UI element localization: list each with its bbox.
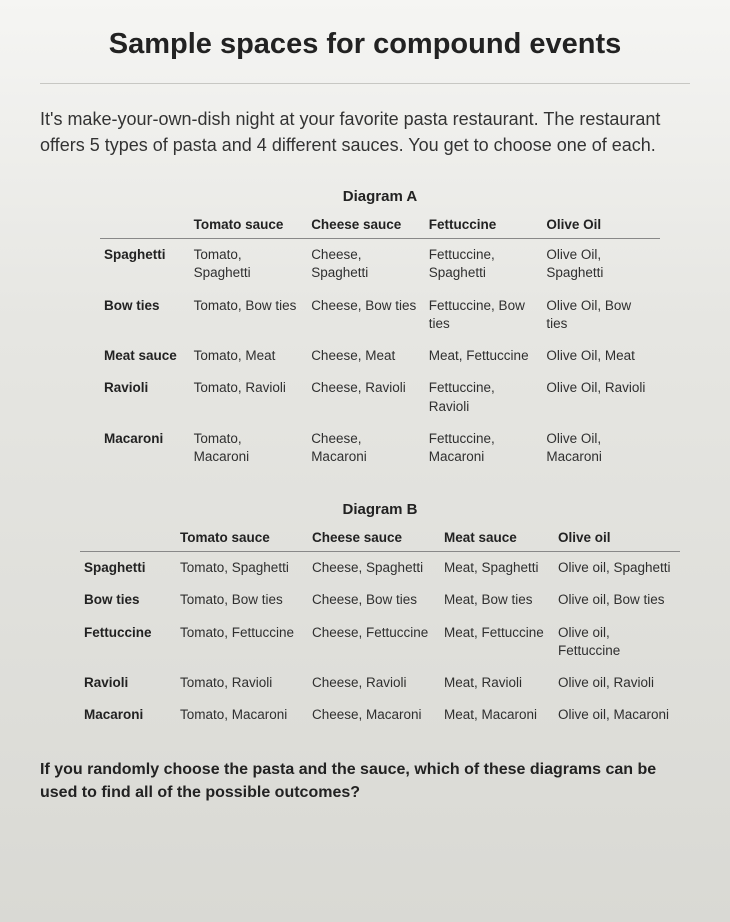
cell: Olive Oil, Meat [542, 340, 660, 372]
cell: Cheese, Macaroni [307, 423, 425, 473]
cell: Tomato, Ravioli [176, 667, 308, 699]
cell: Tomato, Meat [190, 340, 308, 372]
row-header: Ravioli [100, 372, 190, 422]
table-header-row: Tomato sauce Cheese sauce Meat sauce Oli… [80, 524, 680, 552]
row-header: Spaghetti [100, 239, 190, 290]
cell: Olive oil, Fettuccine [554, 617, 680, 667]
table-header-row: Tomato sauce Cheese sauce Fettuccine Oli… [100, 211, 660, 239]
column-header: Fettuccine [425, 211, 543, 239]
cell: Meat, Fettuccine [425, 340, 543, 372]
cell: Cheese, Spaghetti [308, 552, 440, 585]
row-header: Fettuccine [80, 617, 176, 667]
diagram-a: Diagram A Tomato sauce Cheese sauce Fett… [100, 188, 660, 473]
diagram-b: Diagram B Tomato sauce Cheese sauce Meat… [80, 501, 680, 731]
cell: Olive Oil, Ravioli [542, 372, 660, 422]
row-header: Macaroni [80, 699, 176, 731]
page-title: Sample spaces for compound events [40, 28, 690, 61]
row-header: Bow ties [80, 584, 176, 616]
table-row: Fettuccine Tomato, Fettuccine Cheese, Fe… [80, 617, 680, 667]
cell: Meat, Macaroni [440, 699, 554, 731]
cell: Tomato, Macaroni [190, 423, 308, 473]
row-header: Ravioli [80, 667, 176, 699]
row-header: Macaroni [100, 423, 190, 473]
cell: Fettuccine, Macaroni [425, 423, 543, 473]
cell: Tomato, Macaroni [176, 699, 308, 731]
column-header: Olive oil [554, 524, 680, 552]
cell: Fettuccine, Bow ties [425, 290, 543, 340]
table-row: Spaghetti Tomato, Spaghetti Cheese, Spag… [100, 239, 660, 290]
column-header: Meat sauce [440, 524, 554, 552]
cell: Cheese, Bow ties [308, 584, 440, 616]
diagram-b-table: Tomato sauce Cheese sauce Meat sauce Oli… [80, 524, 680, 731]
cell: Cheese, Bow ties [307, 290, 425, 340]
table-row: Ravioli Tomato, Ravioli Cheese, Ravioli … [100, 372, 660, 422]
diagram-a-title: Diagram A [100, 188, 660, 205]
cell: Cheese, Ravioli [308, 667, 440, 699]
column-header: Cheese sauce [308, 524, 440, 552]
table-row: Ravioli Tomato, Ravioli Cheese, Ravioli … [80, 667, 680, 699]
cell: Olive Oil, Macaroni [542, 423, 660, 473]
cell: Tomato, Bow ties [190, 290, 308, 340]
cell: Olive oil, Ravioli [554, 667, 680, 699]
cell: Olive Oil, Bow ties [542, 290, 660, 340]
cell: Meat, Bow ties [440, 584, 554, 616]
column-header: Cheese sauce [307, 211, 425, 239]
cell: Meat, Ravioli [440, 667, 554, 699]
cell: Olive Oil, Spaghetti [542, 239, 660, 290]
cell: Fettuccine, Ravioli [425, 372, 543, 422]
cell: Tomato, Fettuccine [176, 617, 308, 667]
cell: Olive oil, Bow ties [554, 584, 680, 616]
cell: Tomato, Bow ties [176, 584, 308, 616]
row-header: Spaghetti [80, 552, 176, 585]
column-header: Tomato sauce [176, 524, 308, 552]
column-header: Tomato sauce [190, 211, 308, 239]
cell: Meat, Spaghetti [440, 552, 554, 585]
diagram-b-title: Diagram B [80, 501, 680, 518]
diagram-a-table: Tomato sauce Cheese sauce Fettuccine Oli… [100, 211, 660, 473]
table-row: Meat sauce Tomato, Meat Cheese, Meat Mea… [100, 340, 660, 372]
cell: Meat, Fettuccine [440, 617, 554, 667]
cell: Tomato, Spaghetti [176, 552, 308, 585]
cell: Olive oil, Spaghetti [554, 552, 680, 585]
cell: Fettuccine, Spaghetti [425, 239, 543, 290]
cell: Tomato, Spaghetti [190, 239, 308, 290]
table-row: Macaroni Tomato, Macaroni Cheese, Macaro… [80, 699, 680, 731]
cell: Olive oil, Macaroni [554, 699, 680, 731]
cell: Cheese, Spaghetti [307, 239, 425, 290]
question-text: If you randomly choose the pasta and the… [40, 759, 690, 804]
table-row: Spaghetti Tomato, Spaghetti Cheese, Spag… [80, 552, 680, 585]
cell: Cheese, Macaroni [308, 699, 440, 731]
column-header [100, 211, 190, 239]
cell: Cheese, Fettuccine [308, 617, 440, 667]
row-header: Meat sauce [100, 340, 190, 372]
problem-prompt: It's make-your-own-dish night at your fa… [40, 106, 690, 158]
cell: Cheese, Ravioli [307, 372, 425, 422]
row-header: Bow ties [100, 290, 190, 340]
table-row: Macaroni Tomato, Macaroni Cheese, Macaro… [100, 423, 660, 473]
divider [40, 83, 690, 84]
table-row: Bow ties Tomato, Bow ties Cheese, Bow ti… [80, 584, 680, 616]
cell: Cheese, Meat [307, 340, 425, 372]
cell: Tomato, Ravioli [190, 372, 308, 422]
column-header [80, 524, 176, 552]
column-header: Olive Oil [542, 211, 660, 239]
page: Sample spaces for compound events It's m… [0, 0, 730, 922]
table-row: Bow ties Tomato, Bow ties Cheese, Bow ti… [100, 290, 660, 340]
